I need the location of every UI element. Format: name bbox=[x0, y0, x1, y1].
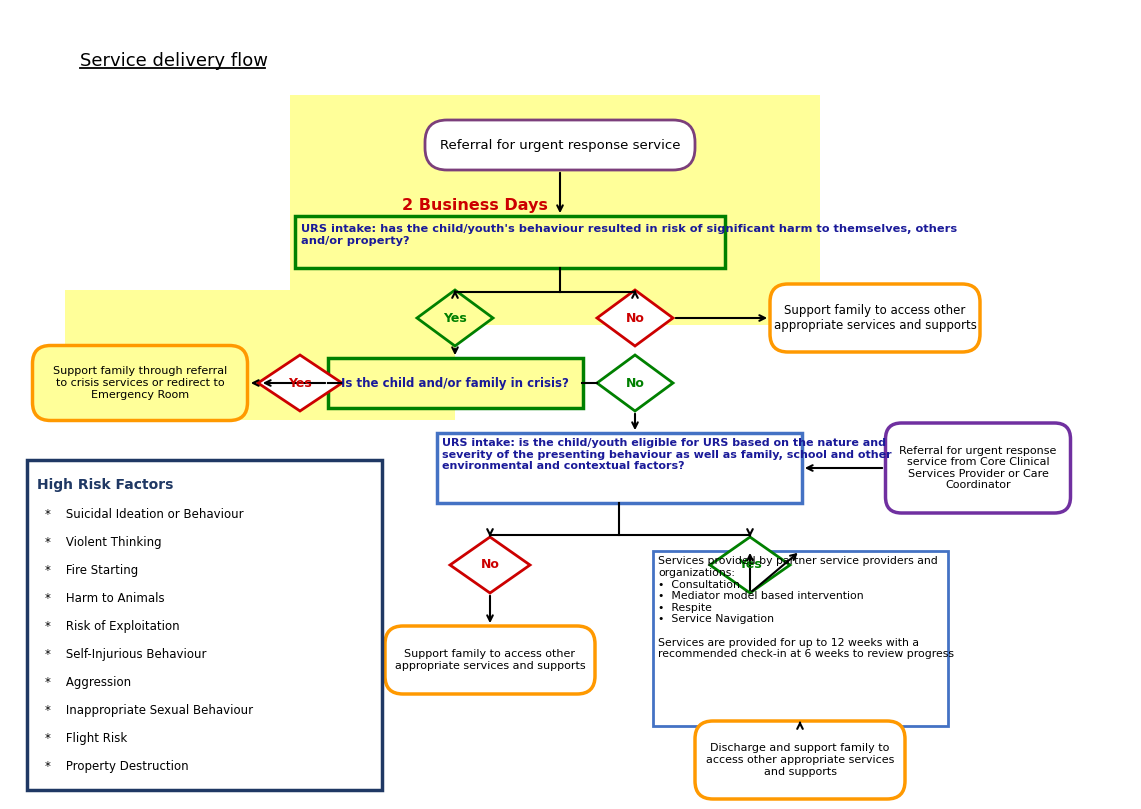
Polygon shape bbox=[450, 537, 531, 593]
Text: *    Self-Injurious Behaviour: * Self-Injurious Behaviour bbox=[44, 648, 207, 661]
Text: Services provided by partner service providers and
organizations:
•  Consultatio: Services provided by partner service pro… bbox=[658, 557, 955, 659]
Text: Referral for urgent response service: Referral for urgent response service bbox=[439, 138, 680, 151]
FancyBboxPatch shape bbox=[424, 120, 695, 170]
Text: Support family to access other
appropriate services and supports: Support family to access other appropria… bbox=[395, 649, 585, 671]
Text: High Risk Factors: High Risk Factors bbox=[37, 478, 173, 492]
Text: *    Violent Thinking: * Violent Thinking bbox=[44, 536, 162, 549]
Text: Yes: Yes bbox=[289, 376, 311, 389]
Text: No: No bbox=[480, 558, 500, 571]
FancyBboxPatch shape bbox=[885, 423, 1070, 513]
Polygon shape bbox=[597, 290, 673, 346]
Text: *    Risk of Exploitation: * Risk of Exploitation bbox=[44, 620, 179, 633]
Text: *    Flight Risk: * Flight Risk bbox=[44, 732, 128, 745]
Text: *    Property Destruction: * Property Destruction bbox=[44, 760, 188, 773]
Text: Yes: Yes bbox=[443, 311, 467, 324]
FancyBboxPatch shape bbox=[695, 721, 905, 799]
FancyBboxPatch shape bbox=[385, 626, 594, 694]
Text: Service delivery flow: Service delivery flow bbox=[80, 52, 268, 70]
Text: Support family through referral
to crisis services or redirect to
Emergency Room: Support family through referral to crisi… bbox=[52, 366, 227, 400]
Polygon shape bbox=[416, 290, 493, 346]
Bar bbox=[327, 358, 583, 408]
Text: No: No bbox=[625, 311, 645, 324]
Polygon shape bbox=[710, 537, 790, 593]
Text: *    Harm to Animals: * Harm to Animals bbox=[44, 592, 164, 605]
Text: Discharge and support family to
access other appropriate services
and supports: Discharge and support family to access o… bbox=[706, 743, 895, 777]
Polygon shape bbox=[597, 355, 673, 411]
Text: *    Aggression: * Aggression bbox=[44, 676, 131, 689]
Text: Referral for urgent response
service from Core Clinical
Services Provider or Car: Referral for urgent response service fro… bbox=[899, 446, 1057, 490]
Text: Support family to access other
appropriate services and supports: Support family to access other appropria… bbox=[774, 304, 977, 332]
Bar bbox=[653, 550, 947, 726]
Bar bbox=[437, 433, 801, 503]
Text: Yes: Yes bbox=[738, 558, 762, 571]
Text: URS intake: has the child/youth's behaviour resulted in risk of significant harm: URS intake: has the child/youth's behavi… bbox=[301, 224, 957, 246]
FancyBboxPatch shape bbox=[770, 284, 980, 352]
Bar bbox=[65, 290, 455, 420]
Text: *    Suicidal Ideation or Behaviour: * Suicidal Ideation or Behaviour bbox=[44, 508, 244, 521]
Text: No: No bbox=[625, 376, 645, 389]
FancyBboxPatch shape bbox=[32, 345, 248, 421]
Text: 2 Business Days: 2 Business Days bbox=[402, 197, 548, 213]
Polygon shape bbox=[258, 355, 342, 411]
Bar bbox=[27, 460, 382, 790]
Text: *    Inappropriate Sexual Behaviour: * Inappropriate Sexual Behaviour bbox=[44, 704, 253, 717]
Text: URS intake: is the child/youth eligible for URS based on the nature and
severity: URS intake: is the child/youth eligible … bbox=[443, 438, 892, 471]
Text: Is the child and/or family in crisis?: Is the child and/or family in crisis? bbox=[341, 376, 569, 389]
Bar bbox=[290, 95, 820, 325]
Bar bbox=[296, 216, 725, 268]
Text: *    Fire Starting: * Fire Starting bbox=[44, 564, 138, 577]
